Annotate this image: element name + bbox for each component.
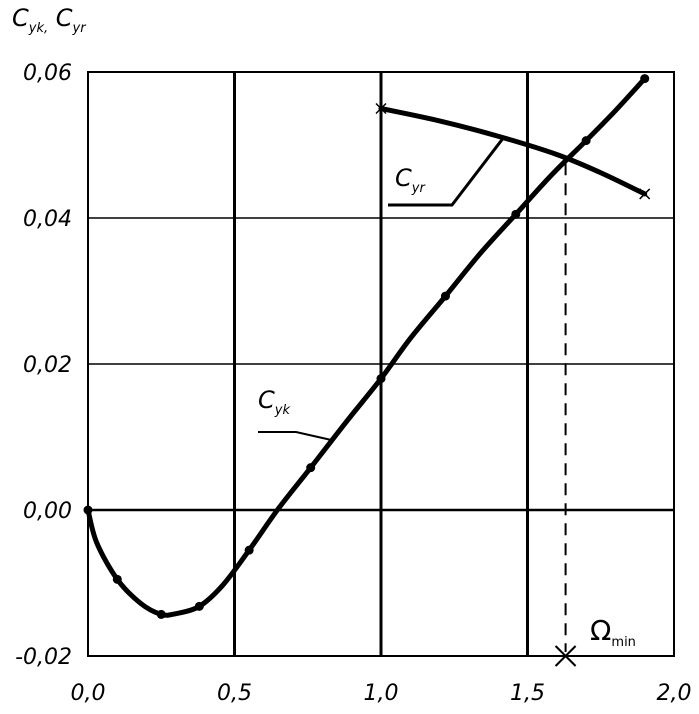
data-point-yk — [440, 291, 450, 301]
series-line-yr — [378, 106, 648, 197]
x-marker — [375, 102, 387, 115]
series-label-yk: Cyk — [258, 386, 290, 418]
series-line-yk — [85, 76, 648, 618]
omega-min-cross — [554, 645, 577, 667]
y-tick-label: 0,00 — [23, 499, 72, 524]
data-point-yk — [194, 601, 204, 611]
data-point-yk — [581, 136, 591, 146]
data-point-yk — [511, 209, 521, 219]
y-tick-label: 0,06 — [23, 61, 72, 86]
data-point-yk — [112, 574, 122, 584]
grid — [87, 71, 675, 657]
data-point-yk — [306, 463, 316, 473]
series-label-leader-yr — [388, 136, 506, 207]
y-tick-label: 0,04 — [23, 207, 72, 232]
annotation-layer — [258, 136, 577, 667]
x-marker — [639, 188, 651, 200]
y-tick-label: -0,02 — [15, 645, 72, 670]
x-tick-label: 0,5 — [217, 681, 252, 706]
x-tick-label: 1,0 — [364, 681, 399, 706]
data-point-yk — [156, 609, 166, 619]
y-tick-label: 0,02 — [23, 353, 72, 378]
data-point-yr — [639, 188, 651, 200]
omega-min-label: Ωmin — [590, 614, 636, 650]
x-tick-label: 2,0 — [657, 681, 692, 706]
data-point-yk — [640, 74, 650, 84]
series-layer — [83, 74, 651, 619]
label-layer: 0,0 0,5 1,0 1,5 2,0 -0,02 0,00 0,02 0,04 0,06 Cyk,… — [12, 4, 692, 706]
data-point-yk — [244, 545, 254, 555]
data-point-yk — [376, 374, 386, 384]
series-label-leader-yk — [258, 431, 335, 442]
data-point-yr — [375, 102, 387, 115]
y-axis-label: Cyk, Cyr — [12, 4, 87, 36]
x-tick-label: 1,5 — [510, 681, 545, 706]
omega-min-marker — [554, 645, 577, 667]
data-point-yk — [83, 505, 93, 515]
x-tick-label: 0,0 — [71, 681, 106, 706]
series-label-yr: Cyr — [395, 164, 426, 196]
